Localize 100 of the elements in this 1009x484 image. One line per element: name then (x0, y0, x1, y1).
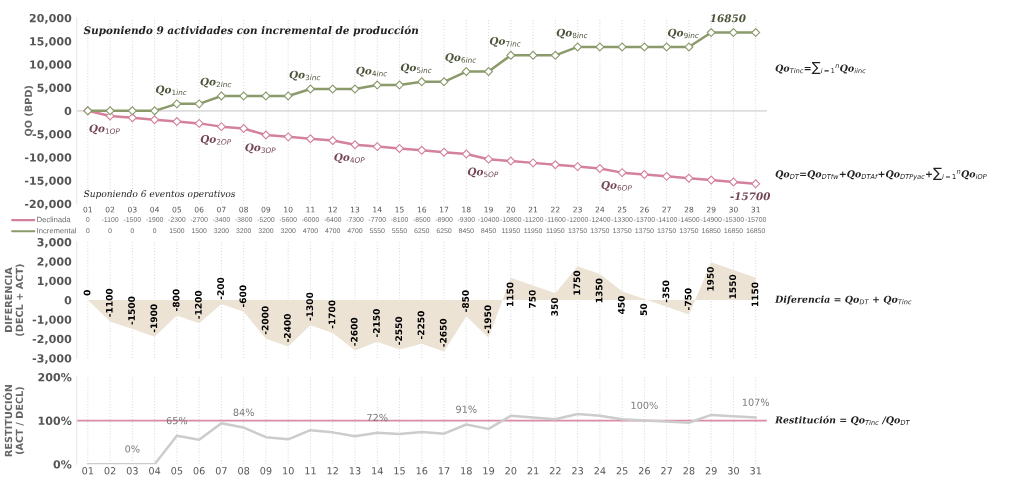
point (261, 91, 271, 101)
data-label: -1700 (328, 300, 336, 329)
data-label: 0% (125, 445, 140, 453)
data-label: -800 (172, 289, 180, 311)
point (528, 158, 538, 168)
data-label: -1950 (484, 305, 492, 334)
point (283, 91, 293, 101)
annotation: Qo$_{1inc}$ (155, 85, 187, 96)
point (550, 160, 560, 170)
point (261, 130, 271, 140)
point (150, 106, 160, 116)
point (484, 67, 494, 77)
point (439, 77, 449, 87)
data-label: -2150 (373, 309, 380, 338)
point (172, 99, 182, 109)
data-label: 1750 (573, 270, 581, 295)
annotation: Qo$_{6inc}$ (445, 53, 477, 64)
point (417, 145, 427, 155)
point (127, 106, 137, 116)
x-tick-label: 28 (683, 467, 695, 475)
annotation: Qo$_{5OP}$ (467, 167, 499, 178)
y-tick-label: 100% (38, 416, 72, 425)
annotation: Qo$_{1OP}$ (89, 124, 120, 135)
x-tick-label: 21 (527, 467, 539, 475)
point (706, 175, 716, 185)
data-label: 750 (528, 290, 536, 308)
annotation: Qo$_{5inc}$ (400, 63, 432, 74)
point (194, 118, 204, 128)
annotation: -15700 (730, 192, 771, 201)
data-label: -2250 (417, 311, 425, 339)
data-label: 1550 (729, 274, 737, 299)
point (239, 124, 249, 133)
point (172, 117, 182, 127)
data-label: 65% (166, 416, 188, 425)
data-label: 107% (742, 398, 770, 406)
point (617, 42, 627, 52)
point (127, 113, 137, 123)
point (595, 163, 605, 173)
point (684, 42, 694, 52)
x-tick-label: 22 (549, 467, 561, 475)
y-tick-label: -20,000 (24, 199, 72, 210)
data-label: -2650 (439, 318, 447, 347)
data-label: 350 (551, 297, 558, 316)
point (461, 67, 471, 77)
data-label: 1150 (751, 282, 759, 307)
x-tick-label: 01 (82, 467, 94, 475)
data-label: 450 (617, 295, 625, 314)
point (706, 28, 716, 38)
point (506, 156, 516, 166)
data-label: -1100 (105, 288, 113, 317)
point (595, 42, 605, 52)
point (573, 42, 583, 52)
y-tick-label: 15,000 (30, 37, 72, 47)
point (283, 132, 293, 142)
point (639, 42, 649, 52)
x-tick-label: 12 (327, 467, 338, 475)
point (751, 179, 761, 189)
point (305, 134, 315, 144)
y-tick-label: -5,000 (32, 130, 72, 140)
y-tick-label: -1,000 (32, 315, 72, 326)
x-tick-label: 24 (594, 467, 606, 475)
annotation: Qo$_{9inc}$ (668, 28, 699, 39)
data-label: 50 (640, 303, 648, 316)
point (550, 50, 560, 60)
y-axis-title: DIFERENCIA (DECL + ACT) (4, 264, 25, 336)
point (350, 84, 360, 94)
x-tick-label: 17 (438, 467, 450, 475)
point (328, 84, 338, 94)
annotation: Qo$_{2OP}$ (200, 135, 232, 145)
x-tick-label: 29 (705, 467, 717, 475)
y-tick-label: 10,000 (30, 60, 72, 71)
x-tick-label: 13 (349, 467, 361, 475)
point (417, 77, 427, 87)
data-label: -2550 (395, 316, 403, 345)
y-tick-label: 0 (64, 296, 72, 305)
x-tick-label: 27 (661, 467, 673, 475)
x-tick-label: 07 (215, 467, 227, 475)
point (662, 42, 672, 52)
point (239, 91, 249, 101)
x-tick-label: 26 (638, 467, 650, 475)
point (328, 136, 338, 146)
point (506, 50, 516, 60)
data-label: -600 (239, 285, 247, 308)
y-tick-label: -15,000 (24, 176, 72, 187)
x-tick-label: 23 (572, 467, 584, 475)
annotation: Qo$_{3OP}$ (245, 143, 276, 154)
annotation: Qo$_{3inc}$ (289, 70, 321, 81)
data-label: -2000 (261, 306, 269, 335)
point (194, 99, 204, 109)
y-tick-label: 20,000 (29, 13, 72, 24)
x-tick-label: 05 (171, 467, 183, 475)
y-tick-label: -2,000 (32, 334, 72, 345)
data-label: 84% (233, 408, 254, 416)
point (662, 171, 672, 181)
data-label: 1150 (506, 282, 514, 307)
annotation: Qo$_{8inc}$ (556, 28, 588, 39)
y-axis-title: RESTITUCIÓN (ACT / DECL) (3, 384, 25, 457)
y-tick-label: 0 (64, 106, 72, 116)
point (372, 80, 382, 90)
point (395, 80, 404, 90)
